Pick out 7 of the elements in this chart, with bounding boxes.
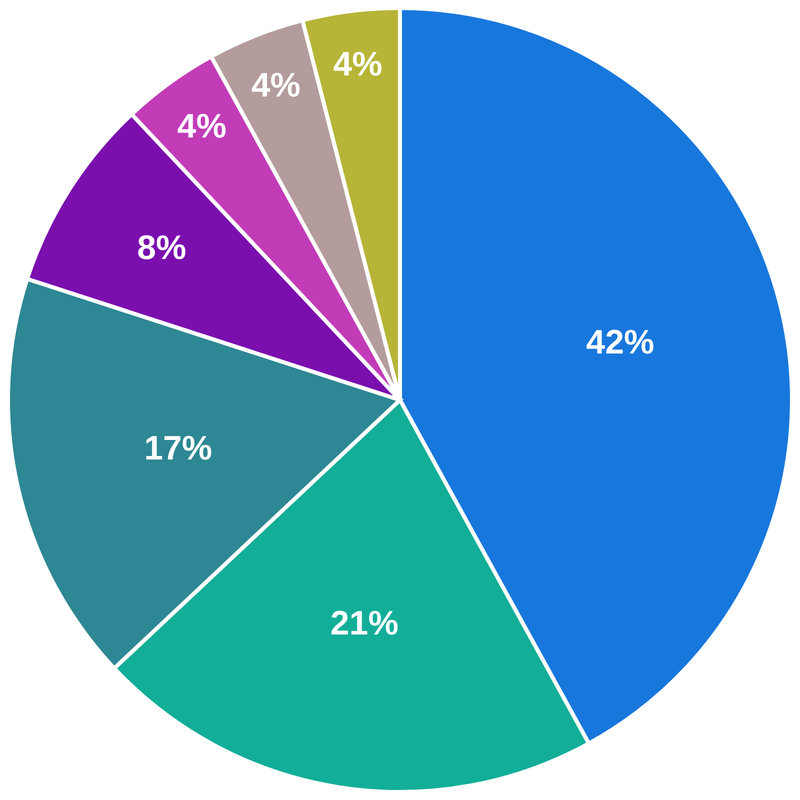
data-label: 21% bbox=[330, 604, 398, 643]
data-label: 4% bbox=[333, 46, 382, 84]
data-label: 17% bbox=[144, 430, 212, 468]
data-label: 4% bbox=[251, 66, 300, 105]
data-label: 4% bbox=[177, 107, 226, 146]
data-label: 8% bbox=[137, 228, 186, 267]
data-label: 42% bbox=[586, 323, 654, 362]
